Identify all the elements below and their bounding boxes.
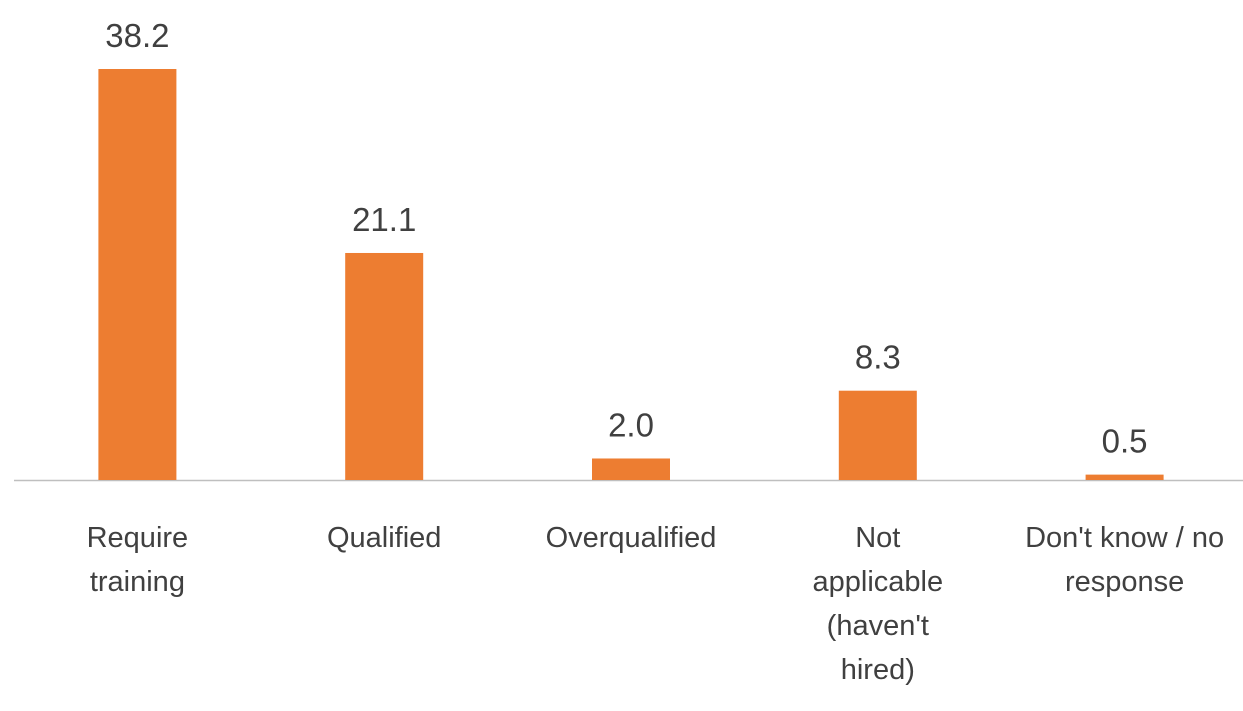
x-tick-label: Require training (86, 522, 189, 598)
bar (345, 252, 424, 480)
x-tick-label: Don't know / no response (1025, 522, 1225, 598)
bar (98, 69, 177, 480)
value-label: 8.3 (855, 339, 901, 376)
x-tick-label: Qualified (326, 522, 442, 554)
value-label: 38.2 (105, 17, 169, 54)
value-label: 0.5 (1102, 423, 1148, 460)
value-label: 2.0 (608, 406, 654, 443)
value-label: 21.1 (352, 201, 416, 238)
bar (1085, 474, 1164, 480)
bar (592, 458, 670, 480)
x-tick-label: Overqualified (545, 522, 717, 554)
bar (838, 390, 917, 480)
x-tick-label: Not applicable (haven't hired) (812, 522, 944, 686)
